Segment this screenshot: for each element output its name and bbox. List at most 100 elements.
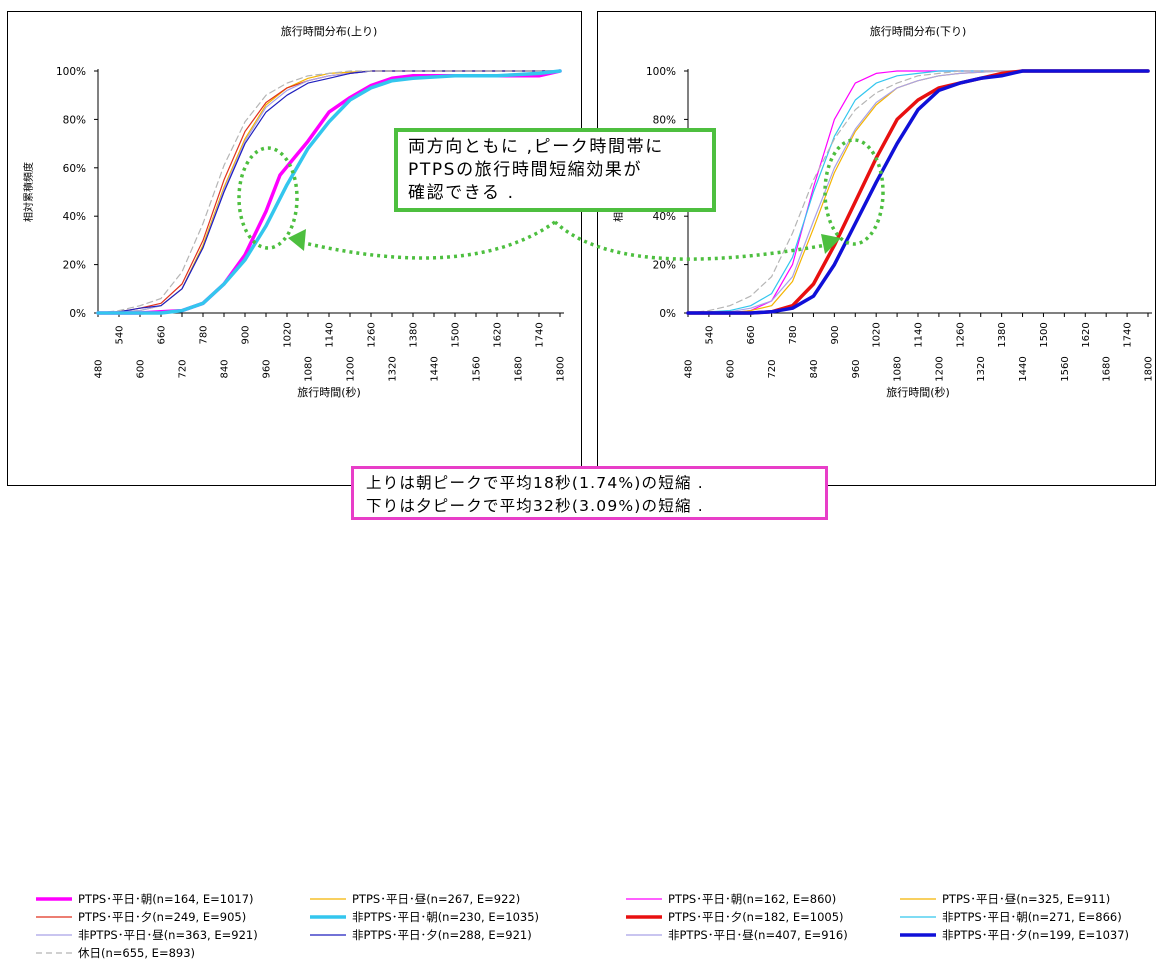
chart-panel-down: 旅行時間分布(下り)0%20%40%60%80%100%540660780900… (597, 11, 1156, 942)
x-tick-label: 600 (725, 359, 736, 378)
x-tick-label: 1380 (997, 322, 1008, 347)
y-axis-title: 相対累積頻度 (22, 162, 35, 222)
x-tick-label: 960 (262, 359, 273, 378)
x-tick-label: 1680 (514, 356, 525, 381)
x-tick-label: 540 (115, 325, 126, 344)
legend-label: PTPS･平日･昼(n=267, E=922) (352, 892, 521, 906)
y-tick-label: 80% (63, 114, 86, 126)
x-tick-label: 1260 (955, 322, 966, 347)
series-line-0-4 (97, 70, 561, 314)
x-tick-label: 1500 (451, 322, 462, 347)
x-tick-label: 600 (136, 359, 147, 378)
y-tick-label: 60% (63, 163, 86, 175)
x-tick-label: 1740 (535, 322, 546, 347)
y-tick-label: 100% (646, 66, 676, 78)
series-line-1-5 (686, 69, 1150, 315)
callout-peak-effect: 両方向ともに ,ピーク時間帯に PTPSの旅行時間短縮効果が 確認できる . (394, 128, 716, 212)
series-line-1-3 (687, 70, 1149, 314)
legend-label: 非PTPS･平日･昼(n=363, E=921) (78, 928, 258, 942)
x-tick-label: 900 (241, 325, 252, 344)
y-tick-label: 40% (653, 211, 676, 223)
legend-label: 非PTPS･平日･朝(n=271, E=866) (942, 910, 1122, 924)
x-tick-label: 1620 (493, 322, 504, 347)
legend-label: PTPS･平日･朝(n=162, E=860) (668, 892, 837, 906)
y-tick-label: 0% (69, 308, 86, 320)
travel-time-chart-down: 旅行時間分布(下り)0%20%40%60%80%100%540660780900… (612, 24, 1155, 399)
callout-summary: 上りは朝ピークで平均18秒(1.74%)の短縮 . 下りは夕ピークで平均32秒(… (351, 466, 828, 520)
y-tick-label: 20% (653, 260, 676, 272)
callout-line-1: 両方向ともに ,ピーク時間帯に (408, 137, 664, 157)
series-line-1-0 (687, 70, 1149, 314)
x-tick-label: 720 (767, 359, 778, 378)
x-tick-label: 480 (94, 359, 105, 378)
x-tick-label: 1500 (1039, 322, 1050, 347)
x-axis-title: 旅行時間(秒) (886, 385, 950, 399)
summary-line-down: 下りは夕ピークで平均32秒(3.09%)の短縮 . (366, 497, 704, 515)
legend-swatch (310, 898, 346, 900)
x-tick-label: 780 (788, 325, 799, 344)
x-tick-label: 1020 (872, 322, 883, 347)
y-tick-label: 0% (659, 308, 676, 320)
y-tick-label: 40% (63, 211, 86, 223)
x-tick-label: 480 (684, 359, 695, 378)
x-tick-label: 900 (830, 325, 841, 344)
chart-panel-up: 旅行時間分布(上り) 0% 20% 40% 60% 80% 100% 540 660 780 900… (7, 11, 582, 960)
x-tick-label: 1380 (409, 322, 420, 347)
x-tick-label: 1080 (304, 356, 315, 381)
series-line-0-5 (97, 70, 561, 314)
x-tick-label: 1800 (1144, 356, 1155, 381)
x-tick-label: 1140 (914, 322, 925, 347)
legend-label: 非PTPS･平日･夕(n=288, E=921) (352, 928, 532, 942)
legend-label: PTPS･平日･朝(n=164, E=1017) (78, 892, 254, 906)
legend-swatch (626, 934, 662, 936)
x-tick-label: 840 (809, 359, 820, 378)
x-tick-label: 1560 (472, 356, 483, 381)
series-line-0-6 (97, 70, 561, 314)
legend-swatch (36, 952, 72, 954)
x-tick-label: 780 (199, 325, 210, 344)
x-tick-label: 1020 (283, 322, 294, 347)
x-tick-label: 1560 (1060, 356, 1071, 381)
x-tick-label: 720 (178, 359, 189, 378)
x-tick-label: 1080 (893, 356, 904, 381)
x-tick-label: 1260 (367, 322, 378, 347)
y-tick-label: 80% (653, 114, 676, 126)
x-tick-label: 1320 (388, 356, 399, 381)
legend-label: 非PTPS･平日･夕(n=199, E=1037) (942, 928, 1130, 942)
travel-time-chart-up: 旅行時間分布(上り) 0% 20% 40% 60% 80% 100% 540 660 780 900… (22, 24, 567, 399)
callout-line-2: PTPSの旅行時間短縮効果が (408, 160, 643, 180)
x-tick-label: 540 (704, 325, 715, 344)
x-tick-label: 660 (157, 325, 168, 344)
legend-label: 非PTPS･平日･朝(n=230, E=1035) (352, 910, 540, 924)
x-axis-title: 旅行時間(秒) (297, 385, 361, 399)
x-tick-label: 660 (746, 325, 757, 344)
x-tick-label: 1620 (1081, 322, 1092, 347)
legend-swatch (36, 916, 72, 918)
x-tick-label: 1440 (430, 356, 441, 381)
legend-swatch (36, 897, 72, 901)
x-tick-label: 1440 (1018, 356, 1029, 381)
legend-label: PTPS･平日･夕(n=249, E=905) (78, 910, 247, 924)
legend-label: 休日(n=655, E=893) (78, 946, 196, 960)
legend-swatch (36, 934, 72, 936)
legend-label: 非PTPS･平日･昼(n=407, E=916) (668, 928, 848, 942)
legend-swatch (626, 915, 662, 919)
x-tick-label: 1320 (976, 356, 987, 381)
callout-line-3: 確認できる . (408, 183, 515, 203)
x-tick-label: 840 (220, 359, 231, 378)
legend-label: PTPS･平日･昼(n=325, E=911) (942, 892, 1111, 906)
chart-title: 旅行時間分布(下り) (870, 24, 967, 38)
x-tick-label: 1200 (346, 356, 357, 381)
series-line-1-2 (686, 69, 1150, 315)
x-tick-label: 1140 (325, 322, 336, 347)
legend-swatch (900, 898, 936, 900)
series-line-1-6 (687, 70, 1149, 314)
y-tick-label: 20% (63, 260, 86, 272)
x-tick-label: 1200 (934, 356, 945, 381)
legend-swatch (900, 916, 936, 918)
x-tick-label: 1800 (556, 356, 567, 381)
summary-line-up: 上りは朝ピークで平均18秒(1.74%)の短縮 . (366, 474, 704, 492)
legend-label: PTPS･平日･夕(n=182, E=1005) (668, 910, 844, 924)
x-tick-label: 960 (851, 359, 862, 378)
x-tick-label: 1740 (1123, 322, 1134, 347)
